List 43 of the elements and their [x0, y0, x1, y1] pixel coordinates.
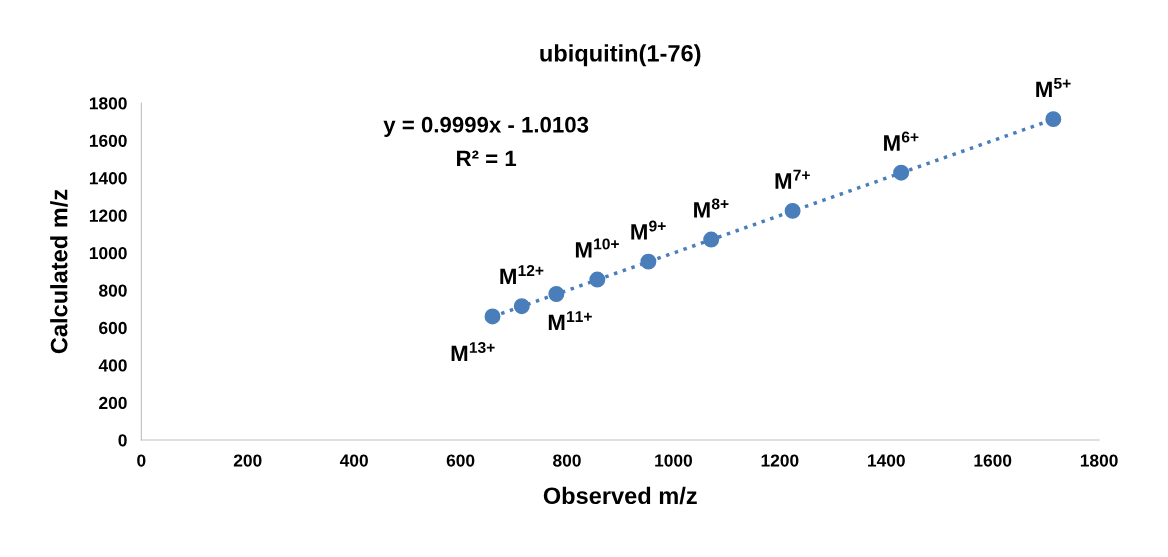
point — [1045, 111, 1062, 128]
point — [548, 286, 565, 302]
y-tick-label: 1000 — [89, 246, 127, 260]
x-tick-label: 1000 — [655, 454, 693, 467]
point — [513, 298, 530, 315]
chart-title: ubiquitin(1-76) — [540, 44, 701, 67]
x-tick-label: 0 — [137, 454, 146, 467]
y-tick-label: 600 — [99, 321, 127, 335]
y-tick-label: 0 — [118, 434, 127, 447]
point — [893, 164, 910, 181]
y-axis-title: Calculated m/z — [50, 189, 68, 354]
point — [484, 308, 501, 325]
annotation: y = 0.9999x - 1.0103 — [383, 116, 589, 137]
y-tick-label: 1400 — [89, 172, 127, 185]
y-tick-label: 1800 — [89, 97, 127, 110]
y-tick-label: 1600 — [89, 134, 127, 147]
x-tick-label: 400 — [339, 454, 368, 467]
x-tick-label: 1800 — [1080, 454, 1118, 467]
annotation: M$^{11+}$ — [548, 311, 592, 331]
x-tick-label: 200 — [233, 454, 262, 467]
annotation: M$^{5+}$ — [1036, 78, 1071, 97]
point — [784, 202, 801, 219]
annotation: M$^{13+}$ — [451, 341, 495, 362]
y-tick-label: 400 — [98, 359, 127, 372]
point — [640, 253, 657, 270]
annotation: M$^{8+}$ — [694, 198, 729, 218]
y-tick-label: 1200 — [89, 209, 127, 222]
y-tick-label: 800 — [99, 284, 127, 297]
annotation: R² = 1 — [457, 150, 517, 167]
x-tick-label: 1600 — [974, 454, 1012, 467]
y-tick-label: 200 — [99, 396, 127, 410]
point — [703, 231, 720, 248]
annotation: M$^{10+}$ — [575, 238, 619, 258]
annotation: M$^{6+}$ — [884, 131, 919, 151]
x-tick-label: 1400 — [868, 454, 905, 467]
annotation: M$^{7+}$ — [775, 169, 810, 189]
point — [589, 271, 606, 288]
x-tick-label: 800 — [553, 454, 581, 467]
x-tick-label: 600 — [446, 454, 475, 467]
annotation: M$^{12+}$ — [500, 265, 544, 285]
annotation: M$^{9+}$ — [631, 220, 666, 240]
x-tick-label: 1200 — [761, 454, 799, 467]
x-axis-title: Observed m/z — [543, 486, 697, 505]
